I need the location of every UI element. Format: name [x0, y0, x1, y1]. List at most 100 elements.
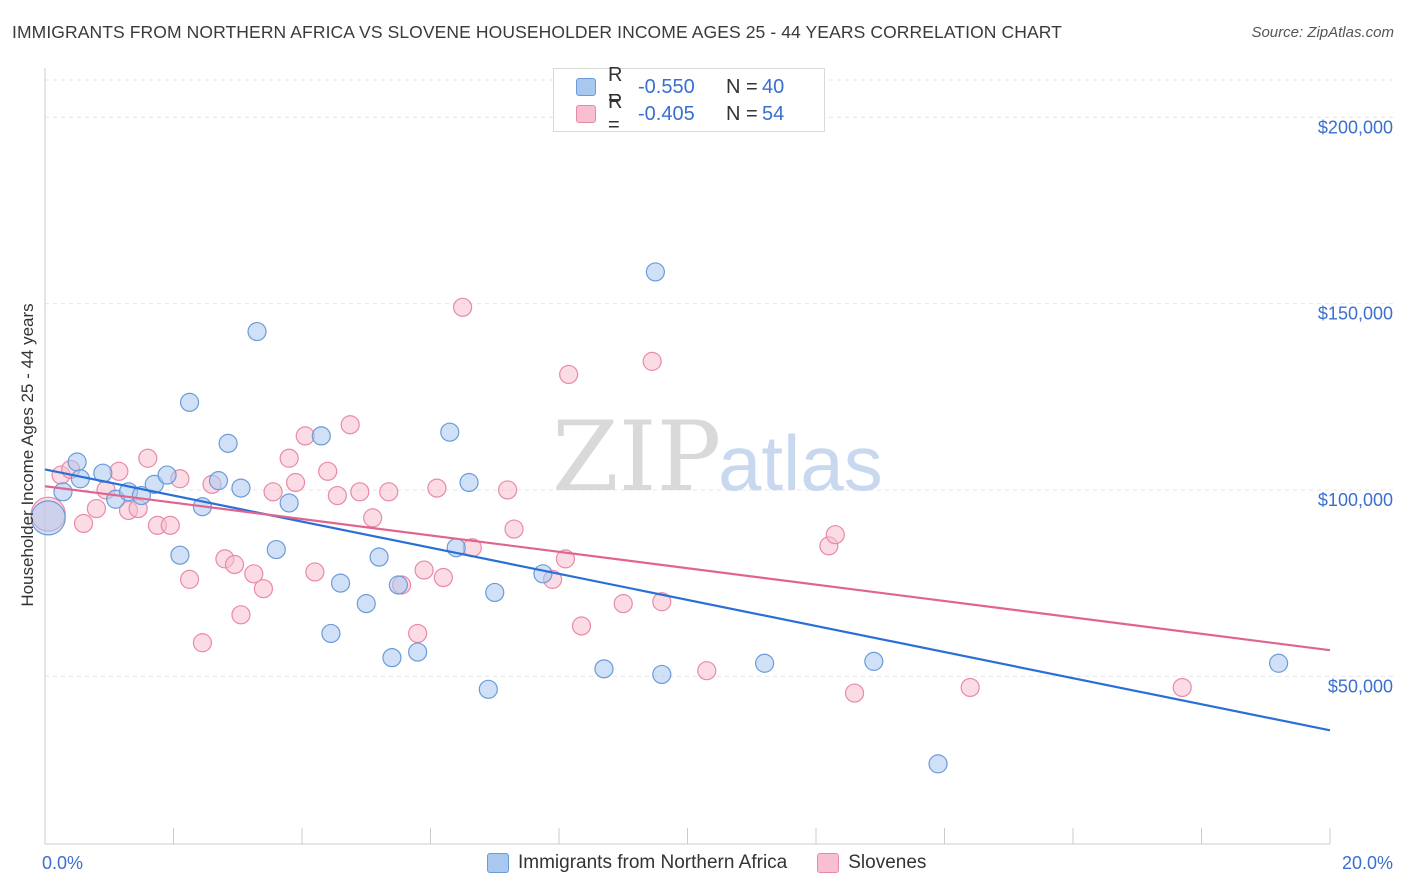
- watermark: ZIP atlas: [552, 401, 883, 513]
- data-point: [594, 659, 614, 679]
- data-point: [652, 592, 672, 612]
- data-point: [160, 515, 180, 535]
- data-point: [440, 422, 460, 442]
- r-label: R =: [608, 91, 623, 136]
- legend-item-immigrants[interactable]: Immigrants from Northern Africa: [487, 852, 787, 874]
- data-point: [379, 482, 399, 502]
- data-point: [253, 579, 274, 599]
- data-point: [279, 493, 299, 513]
- source-label: Source: ZipAtlas.com: [1251, 24, 1394, 41]
- data-point: [960, 677, 980, 698]
- y-tick-label: $200,000: [1318, 117, 1393, 137]
- data-point: [825, 525, 845, 545]
- data-point: [453, 297, 473, 317]
- data-point: [408, 623, 428, 644]
- chart-title: IMMIGRANTS FROM NORTHERN AFRICA VS SLOVE…: [12, 22, 1062, 42]
- data-point: [382, 648, 402, 668]
- y-tick-label: $150,000: [1318, 304, 1393, 324]
- data-point: [645, 262, 665, 282]
- data-point: [844, 683, 865, 703]
- axes: [44, 68, 1331, 845]
- legend-item-slovenes[interactable]: Slovenes: [817, 852, 926, 874]
- data-point: [86, 498, 107, 519]
- tick-labels: $50,000 $100,000 $150,000 $200,000 0.0% 20.0%: [42, 117, 1393, 873]
- data-point: [109, 461, 129, 481]
- data-point: [224, 554, 245, 575]
- legend-swatch-series-2: [576, 105, 596, 123]
- data-point: [295, 426, 315, 446]
- data-point: [138, 448, 158, 468]
- data-point: [388, 575, 408, 595]
- data-point: [504, 519, 524, 539]
- data-point: [73, 513, 94, 534]
- data-point: [330, 573, 351, 593]
- data-points: [30, 262, 1289, 774]
- data-point: [53, 482, 73, 502]
- legend-label-immigrants: Immigrants from Northern Africa: [518, 852, 788, 873]
- data-point: [478, 679, 498, 699]
- data-point: [231, 605, 251, 625]
- data-point: [285, 472, 306, 493]
- data-point: [571, 616, 592, 636]
- n-label: N =: [726, 75, 758, 98]
- legend-swatch-immigrants: [487, 853, 509, 873]
- data-point: [613, 594, 633, 614]
- data-point: [408, 642, 428, 662]
- trend-line: [44, 485, 1331, 652]
- legend-row-series-2: R = -0.405 N = 54: [576, 91, 785, 136]
- data-point: [67, 452, 87, 472]
- trend-lines: [44, 468, 1331, 732]
- data-point: [311, 426, 331, 446]
- data-point: [559, 364, 579, 385]
- watermark-atlas: atlas: [718, 419, 883, 507]
- data-point: [350, 482, 370, 502]
- grid-lines: [45, 79, 1395, 677]
- data-point: [498, 480, 518, 500]
- r-value: -0.405: [638, 102, 695, 125]
- data-point: [247, 321, 267, 342]
- n-label: N =: [726, 102, 758, 125]
- data-point: [427, 478, 447, 498]
- series-legend: Immigrants from Northern Africa Slovenes: [487, 852, 956, 874]
- data-point: [192, 633, 213, 653]
- data-point: [30, 500, 66, 536]
- data-point: [356, 594, 376, 614]
- data-point: [459, 472, 479, 493]
- data-point: [652, 664, 672, 685]
- data-point: [170, 545, 190, 565]
- data-point: [179, 569, 200, 589]
- data-point: [1268, 653, 1289, 673]
- data-point: [642, 351, 662, 371]
- x-tick-label: 0.0%: [42, 853, 83, 873]
- data-point: [179, 392, 200, 412]
- data-point: [144, 474, 164, 494]
- y-tick-label: $50,000: [1328, 676, 1393, 696]
- data-point: [864, 651, 884, 671]
- legend-swatch-series-1: [576, 78, 596, 96]
- data-point: [208, 471, 229, 491]
- watermark-zip: ZIP: [552, 401, 721, 513]
- legend-row-series-1: R = -0.550 N = 40: [576, 64, 784, 109]
- data-point: [414, 560, 434, 580]
- data-point: [340, 415, 360, 435]
- data-point: [305, 562, 325, 582]
- n-value: 54: [762, 102, 785, 125]
- data-point: [244, 564, 264, 584]
- legend-label-slovenes: Slovenes: [848, 852, 927, 873]
- data-point: [1172, 677, 1192, 698]
- data-point: [157, 465, 177, 485]
- data-point: [555, 549, 576, 569]
- y-tick-label: $100,000: [1318, 490, 1393, 510]
- y-axis-title: Householder Income Ages 25 - 44 years: [18, 303, 37, 607]
- data-point: [928, 754, 948, 774]
- data-point: [754, 653, 775, 673]
- data-point: [533, 564, 553, 584]
- data-point: [369, 547, 389, 567]
- data-point: [266, 539, 286, 560]
- r-label: R =: [608, 64, 623, 109]
- data-point: [318, 461, 338, 481]
- data-point: [485, 582, 505, 603]
- r-value: -0.550: [638, 75, 695, 98]
- data-point: [321, 623, 341, 644]
